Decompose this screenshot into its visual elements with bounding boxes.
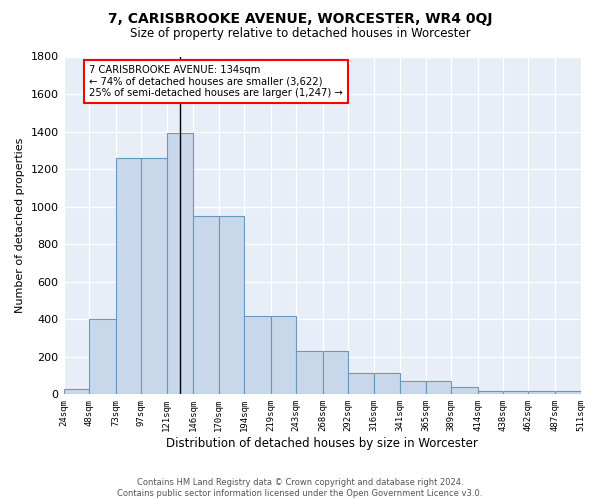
Bar: [374, 372, 400, 394]
Bar: [64, 388, 89, 394]
Bar: [141, 158, 167, 394]
Bar: [400, 381, 425, 394]
Bar: [244, 316, 271, 394]
Text: 7, CARISBROOKE AVENUE, WORCESTER, WR4 0QJ: 7, CARISBROOKE AVENUE, WORCESTER, WR4 0Q…: [108, 12, 492, 26]
X-axis label: Distribution of detached houses by size in Worcester: Distribution of detached houses by size …: [166, 437, 478, 450]
Bar: [218, 216, 244, 394]
Bar: [503, 390, 529, 394]
Text: 7 CARISBROOKE AVENUE: 134sqm
← 74% of detached houses are smaller (3,622)
25% of: 7 CARISBROOKE AVENUE: 134sqm ← 74% of de…: [89, 65, 343, 98]
Bar: [425, 381, 451, 394]
Text: Size of property relative to detached houses in Worcester: Size of property relative to detached ho…: [130, 28, 470, 40]
Bar: [529, 390, 555, 394]
Bar: [348, 372, 374, 394]
Bar: [555, 390, 581, 394]
Text: Contains HM Land Registry data © Crown copyright and database right 2024.
Contai: Contains HM Land Registry data © Crown c…: [118, 478, 482, 498]
Y-axis label: Number of detached properties: Number of detached properties: [15, 138, 25, 313]
Bar: [167, 134, 193, 394]
Bar: [193, 216, 218, 394]
Bar: [323, 351, 348, 395]
Bar: [116, 158, 141, 394]
Bar: [296, 351, 323, 395]
Bar: [271, 316, 296, 394]
Bar: [451, 387, 478, 394]
Bar: [89, 320, 116, 394]
Bar: [478, 390, 503, 394]
